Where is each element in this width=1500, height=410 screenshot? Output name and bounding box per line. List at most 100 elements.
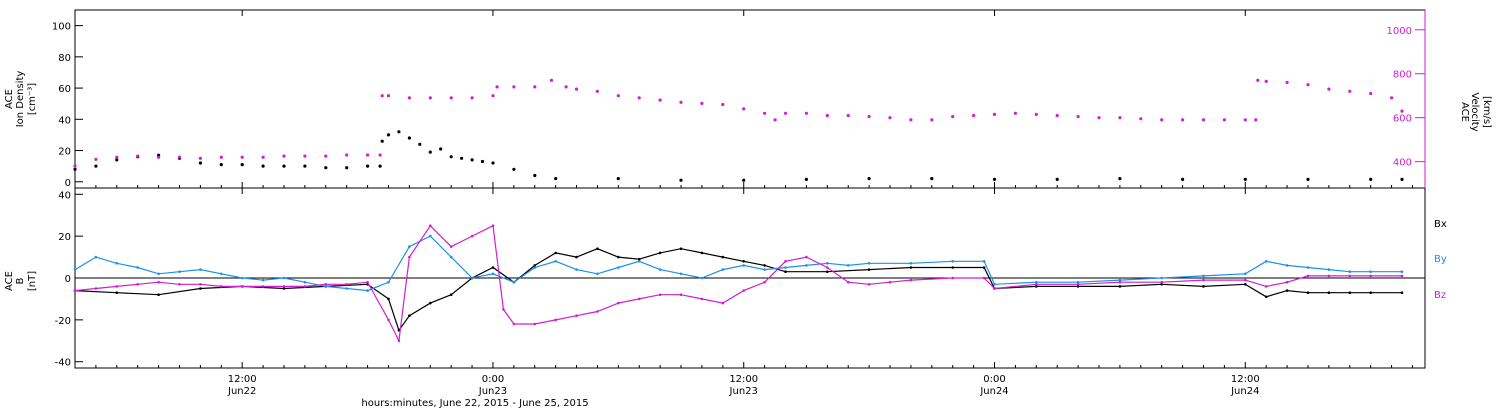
plasma-velocity-point-21 <box>470 96 474 100</box>
plasma-velocity-point-36 <box>742 107 746 111</box>
x-tick-date-0: Jun22 <box>227 386 256 397</box>
series-bz-point-45 <box>993 287 996 290</box>
series-by-point-17 <box>429 234 432 238</box>
field-y-label-0: -40 <box>55 358 71 369</box>
field-left-label-1: ACE <box>4 271 15 291</box>
plasma-velocity-point-58 <box>1181 118 1185 122</box>
plasma-velocity-point-28 <box>574 87 579 91</box>
series-bz-point-19 <box>449 245 453 248</box>
series-bx-point-24 <box>700 251 704 255</box>
series-bx-point-33 <box>982 266 986 269</box>
series-bz-point-5 <box>178 283 181 286</box>
plasma-density-point-18 <box>397 130 401 134</box>
plasma-velocity-point-46 <box>930 118 934 122</box>
plasma-velocity-point-52 <box>1055 113 1059 118</box>
plasma-density-point-28 <box>512 167 516 171</box>
series-bz-point-41 <box>888 280 892 284</box>
series-by-point-24 <box>575 268 578 271</box>
series-bx-point-16 <box>533 264 537 267</box>
plasma-density-point-34 <box>804 177 809 181</box>
plasma-velocity-point-8 <box>240 155 244 159</box>
plasma-velocity-point-16 <box>380 94 384 98</box>
series-bz-point-24 <box>533 322 537 326</box>
series-bx-point-19 <box>596 247 599 250</box>
series-bx-point-37 <box>1118 285 1122 288</box>
series-by-point-5 <box>178 270 181 274</box>
series-bx-point-17 <box>554 251 557 255</box>
plasma-density-point-33 <box>742 178 746 182</box>
plasma-velocity-point-29 <box>595 89 600 93</box>
series-by-point-38 <box>867 262 871 265</box>
plasma-velocity-point-7 <box>219 155 223 159</box>
series-bz-point-15 <box>387 318 390 322</box>
plasma-right-label-2: Velocity <box>1469 92 1480 131</box>
plasma-density-point-7 <box>219 163 223 167</box>
field-y-label-4: 40 <box>58 190 71 201</box>
field-y-label-3: 20 <box>58 232 71 243</box>
series-bz-point-37 <box>805 255 808 259</box>
series-bz-point-7 <box>220 285 223 288</box>
series-by-line <box>74 235 1402 292</box>
plasma-density-point-16 <box>380 139 384 143</box>
series-bx-point-26 <box>742 260 745 263</box>
plasma-velocity-point-32 <box>658 98 662 102</box>
plasma-density-point-25 <box>470 158 474 162</box>
series-by-point-26 <box>617 266 620 269</box>
plasma-density-point-41 <box>1243 177 1247 181</box>
x-axis-title: hours:minutes, June 22, 2015 - June 25, … <box>361 398 588 409</box>
series-bz-point-53 <box>1285 280 1289 284</box>
plasma-density-point-0 <box>73 167 77 171</box>
series-by-point-45 <box>1118 278 1122 282</box>
plasma-density-point-44 <box>1400 177 1404 181</box>
plasma-velocity-point-40 <box>804 111 809 115</box>
series-bz-point-39 <box>846 280 850 284</box>
series-bz-point-3 <box>136 283 139 286</box>
series-by-point-42 <box>993 283 996 286</box>
plasma-density-point-40 <box>1181 177 1185 181</box>
plasma-density-point-27 <box>491 161 495 165</box>
series-bx-point-3 <box>199 287 202 290</box>
plasma-velocity-point-64 <box>1264 79 1268 83</box>
series-bx-point-42 <box>1285 289 1289 292</box>
series-bz-point-26 <box>575 314 578 318</box>
plasma-velocity-point-27 <box>564 85 568 89</box>
plasma-velocity-point-62 <box>1254 118 1258 122</box>
plasma-velocity-point-23 <box>495 85 499 89</box>
series-bz-point-44 <box>982 276 986 280</box>
series-bz-point-17 <box>408 255 411 259</box>
plasma-velocity-point-34 <box>700 101 704 105</box>
plasma-velocity-point-69 <box>1369 91 1373 96</box>
plasma-density-point-23 <box>449 155 453 159</box>
series-by-point-27 <box>637 260 641 263</box>
plasma-velocity-point-56 <box>1139 117 1143 121</box>
series-by-point-44 <box>1076 280 1080 284</box>
plasma-density-point-1 <box>94 164 98 168</box>
plasma-y-label-3: 60 <box>58 84 71 95</box>
plasma-density-point-14 <box>366 164 370 168</box>
series-bx-point-36 <box>1076 285 1080 288</box>
series-bz-point-58 <box>1400 274 1404 278</box>
plasma-velocity-point-0 <box>73 164 77 168</box>
plasma-velocity-point-45 <box>909 118 913 122</box>
series-bz-point-4 <box>157 280 160 284</box>
series-bx-point-20 <box>617 255 620 259</box>
plasma-velocity-point-17 <box>386 94 391 98</box>
plasma-velocity-point-59 <box>1201 118 1206 122</box>
plasma-velocity-point-3 <box>136 154 140 158</box>
series-by-point-47 <box>1202 274 1205 278</box>
plasma-density-point-31 <box>616 177 620 181</box>
series-bx-point-46 <box>1369 291 1372 295</box>
plasma-velocity-point-55 <box>1118 116 1122 120</box>
plasma-velocity-point-9 <box>261 155 265 159</box>
field-left-label-2: B <box>15 277 26 284</box>
series-by-point-25 <box>596 272 599 276</box>
series-bz-point-43 <box>951 276 954 280</box>
series-by-point-50 <box>1285 264 1289 267</box>
series-bz-point-13 <box>345 283 349 286</box>
series-bz-point-34 <box>742 289 745 292</box>
series-by-point-37 <box>846 264 850 267</box>
x-tick-time-0: 12:00 <box>228 374 257 385</box>
series-bz-point-25 <box>554 318 557 322</box>
plasma-velocity-point-44 <box>888 116 892 120</box>
plasma-velocity-point-66 <box>1306 83 1310 87</box>
